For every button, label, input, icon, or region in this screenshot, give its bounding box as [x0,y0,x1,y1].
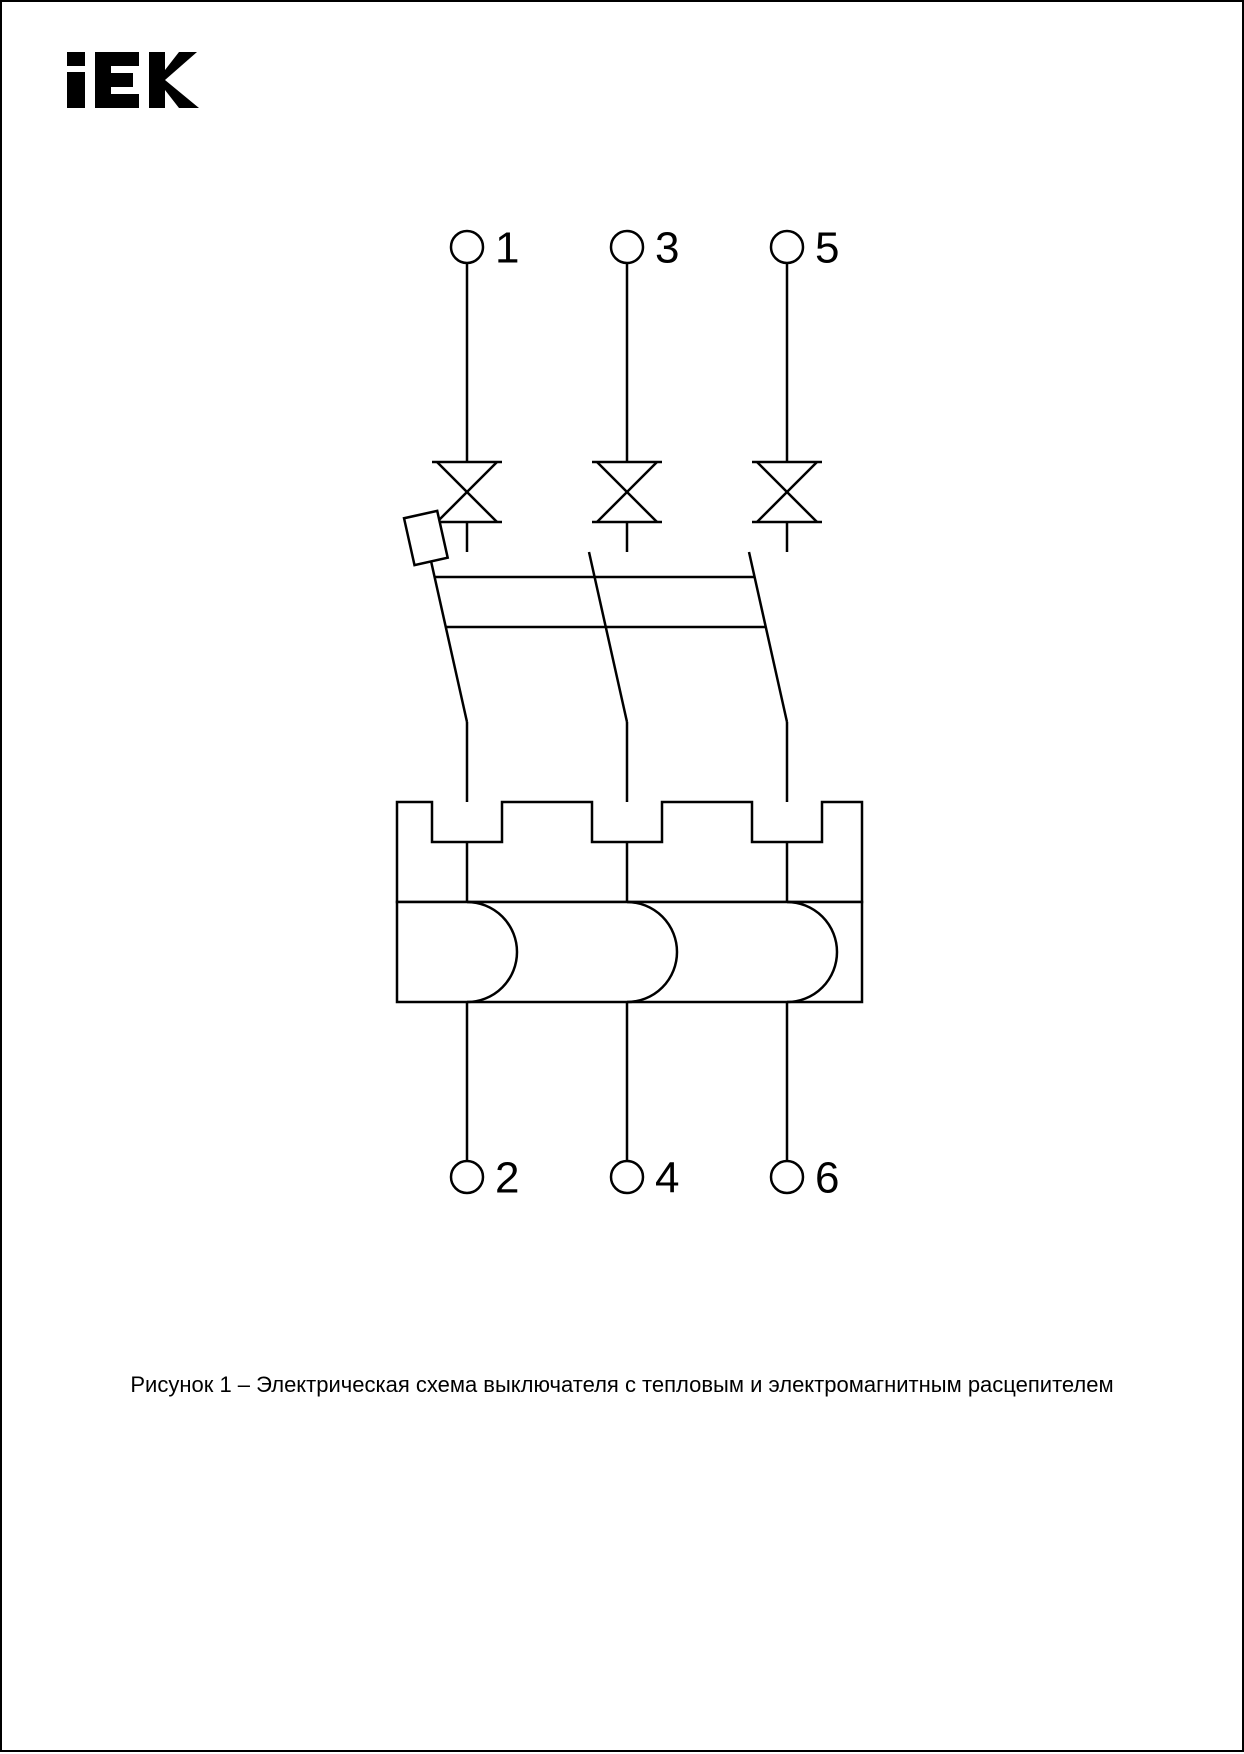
svg-text:1: 1 [495,224,519,273]
svg-text:6: 6 [815,1154,839,1203]
svg-text:4: 4 [655,1154,679,1203]
circuit-diagram: 1 3 5 2 4 6 [2,2,1244,1754]
svg-text:2: 2 [495,1154,519,1203]
document-page: 1 3 5 2 4 6 Рисунок 1 – Электрическая схема в… [0,0,1244,1752]
svg-text:3: 3 [655,224,679,273]
figure-caption: Рисунок 1 – Электрическая схема выключат… [2,1372,1242,1398]
svg-text:5: 5 [815,224,839,273]
